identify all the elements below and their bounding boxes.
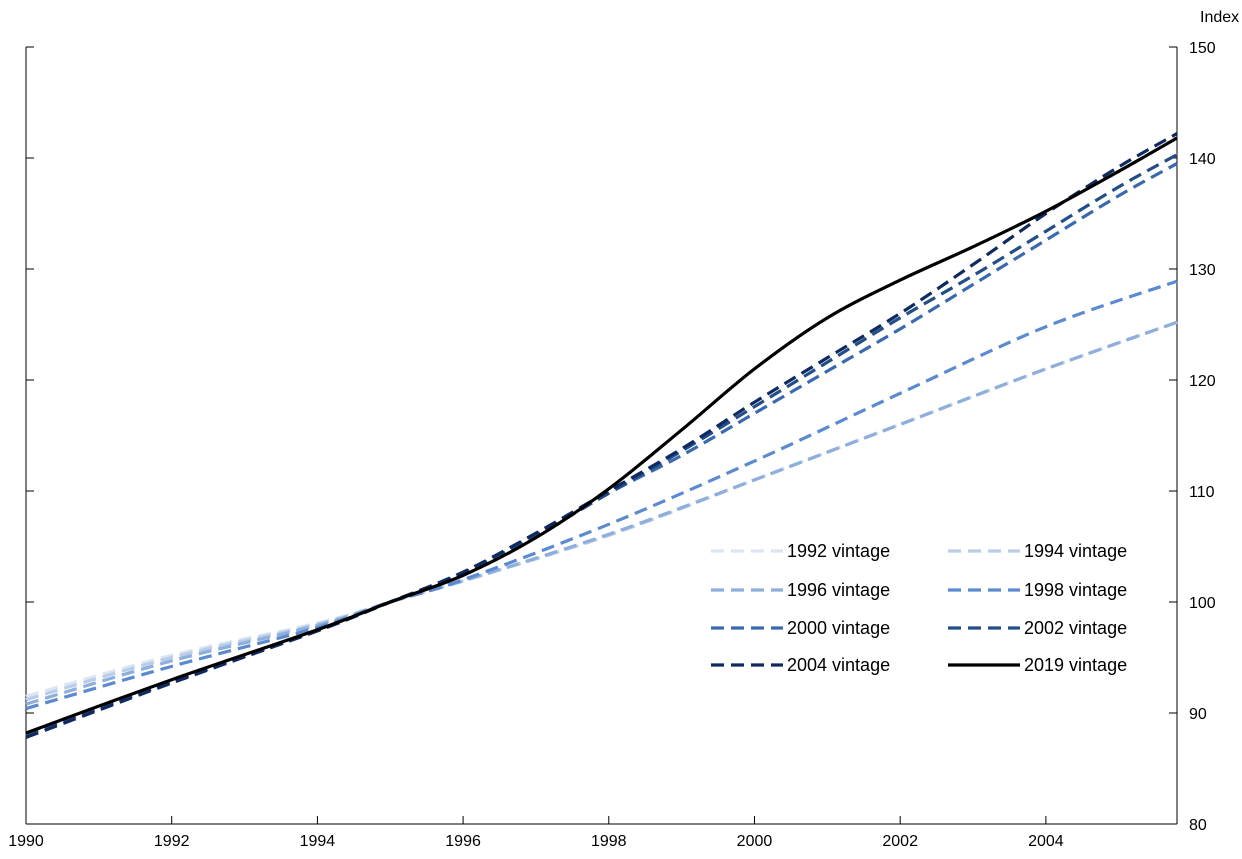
y-tick-label: 110 — [1189, 484, 1215, 501]
series-line-1994-vintage — [25, 320, 1178, 702]
y-tick-label: 90 — [1189, 706, 1207, 723]
x-tick-label: 2004 — [1028, 833, 1064, 850]
series-line-2000-vintage — [25, 162, 1178, 737]
x-tick-label: 1990 — [8, 833, 44, 850]
legend-label: 1998 vintage — [1024, 580, 1127, 600]
y-tick-label: 120 — [1189, 373, 1216, 390]
x-tick-label: 1996 — [445, 833, 481, 850]
legend-label: 2000 vintage — [787, 618, 890, 638]
series-line-1996-vintage — [25, 320, 1178, 706]
y-tick-label: 80 — [1189, 817, 1207, 834]
legend-label: 1996 vintage — [787, 580, 890, 600]
y-tick-label: 100 — [1189, 595, 1216, 612]
y-tick-label: 140 — [1189, 151, 1216, 168]
legend-label: 1992 vintage — [787, 541, 890, 561]
series-line-2019-vintage — [25, 136, 1178, 735]
series-lines — [25, 132, 1178, 739]
x-tick-label: 1998 — [591, 833, 627, 850]
legend-label: 2002 vintage — [1024, 618, 1127, 638]
y-tick-label: 130 — [1189, 262, 1216, 279]
series-line-2004-vintage — [25, 132, 1178, 739]
legend-label: 1994 vintage — [1024, 541, 1127, 561]
y-tick-label: 150 — [1189, 40, 1216, 57]
x-tick-label: 2002 — [882, 833, 918, 850]
legend-label: 2019 vintage — [1024, 655, 1127, 675]
x-tick-label: 1994 — [300, 833, 336, 850]
axes: 1990 1992 1994 1996 1998 2000 2002 2004 80 90 100 1… — [8, 40, 1216, 850]
legend: 1992 vintage 1994 vintage 1996 vintage 1998… — [711, 541, 1127, 675]
y-axis-unit-label: Index — [1200, 9, 1239, 26]
x-tick-label: 2000 — [737, 833, 773, 850]
legend-label: 2004 vintage — [787, 655, 890, 675]
x-tick-label: 1992 — [154, 833, 190, 850]
series-line-1992-vintage — [25, 320, 1178, 698]
